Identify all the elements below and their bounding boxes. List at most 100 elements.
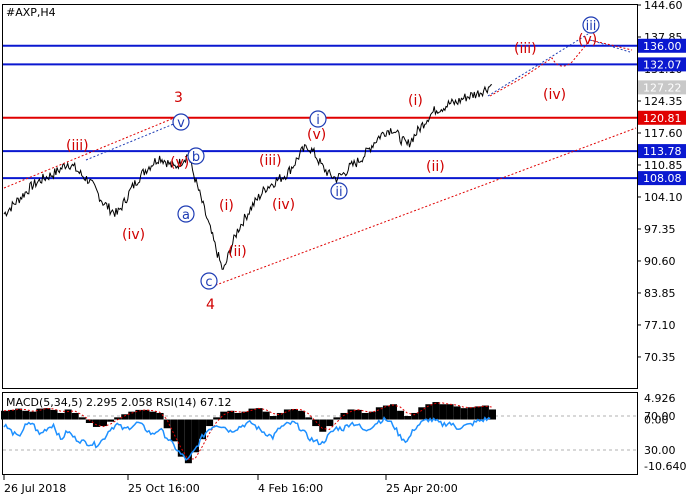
wave-labels: 3 4 (iii) (iv) (v) (i) (ii) (iii) (iv) (… — [66, 16, 600, 313]
macd-bar — [262, 411, 270, 420]
macd-bar — [50, 409, 58, 420]
price-tick-label: 97.35 — [644, 223, 676, 236]
price-tick-label: 104.10 — [644, 191, 683, 204]
level-label-box — [638, 144, 686, 159]
macd-bar — [213, 417, 221, 420]
wave-circle-blue — [330, 182, 348, 200]
macd-bar — [404, 416, 412, 420]
rsi-level-label: 70.00 — [644, 410, 676, 423]
price-panel-frame — [2, 4, 638, 389]
macd-bar — [8, 409, 16, 420]
trend-line-blue-1 — [85, 122, 177, 161]
horizontal-levels: 136.00 132.07 127.22 120.81 113.78 108.08 — [3, 38, 686, 186]
macd-bar — [64, 409, 72, 420]
macd-bar — [241, 411, 249, 420]
wave-label-red: (v) — [170, 155, 189, 171]
trend-line-red-1 — [3, 117, 175, 189]
indicator-tick-label: -10.640 — [644, 460, 686, 473]
rsi-line — [3, 416, 491, 461]
price-tick-label: 124.35 — [644, 95, 683, 108]
macd-bar — [481, 405, 489, 420]
projection-red — [489, 39, 633, 97]
level-label-box — [638, 110, 686, 125]
macd-bar — [149, 411, 157, 420]
macd-bar — [107, 419, 115, 422]
level-label-box — [638, 80, 686, 95]
price-tick-label: 90.60 — [644, 255, 676, 268]
macd-bar — [135, 409, 143, 420]
price-tick-label: 117.60 — [644, 127, 683, 140]
level-label: 120.81 — [643, 112, 682, 125]
price-axis: 144.60137.85131.10124.35117.60110.85104.… — [637, 0, 683, 364]
macd-bar — [57, 412, 65, 420]
macd-bar — [206, 419, 214, 427]
macd-bar — [474, 406, 482, 420]
macd-bar — [453, 406, 461, 420]
macd-bar — [177, 419, 185, 457]
wave-circle-blue — [200, 272, 218, 290]
wave-label-red: 3 — [174, 90, 183, 106]
price-tick-label: 144.60 — [644, 0, 683, 12]
level-label: 108.08 — [643, 172, 682, 185]
macd-bar — [312, 419, 320, 427]
macd-bar — [92, 419, 100, 427]
macd-bar — [199, 419, 207, 440]
macd-bar — [382, 405, 390, 420]
macd-bar — [460, 408, 468, 420]
time-tick-label: 25 Oct 16:00 — [128, 482, 200, 495]
macd-signal-line — [3, 402, 493, 460]
wave-label-red: (iii) — [514, 41, 537, 57]
macd-bar — [375, 407, 383, 420]
symbol-label: #AXP,H4 — [6, 6, 56, 19]
macd-bar — [184, 419, 192, 464]
level-label-box — [638, 171, 686, 186]
wave-label-red: (i) — [219, 198, 234, 214]
level-label: 113.78 — [643, 145, 682, 158]
macd-bar — [78, 417, 86, 420]
wave-label-red: (iv) — [272, 197, 295, 213]
macd-bar — [446, 404, 454, 420]
macd-bar — [290, 409, 298, 420]
price-tick-label: 83.85 — [644, 287, 676, 300]
macd-bar — [128, 411, 136, 420]
wave-circle-blue — [309, 110, 327, 128]
macd-bar — [305, 417, 313, 420]
trend-line-red-2 — [207, 127, 637, 289]
macd-bar — [418, 407, 426, 420]
macd-bar — [36, 408, 44, 420]
macd-bar — [319, 419, 327, 432]
macd-bar — [15, 408, 23, 420]
trend-lines — [3, 33, 637, 289]
wave-label-red: (ii) — [426, 159, 445, 175]
macd-bar — [142, 409, 150, 420]
macd-bar — [361, 412, 369, 420]
indicator-tick-label: 4.926 — [644, 392, 676, 405]
macd-bar — [276, 412, 284, 420]
macd-bar — [29, 411, 37, 420]
wave-label-red: (ii) — [228, 244, 247, 260]
price-tick-label: 77.10 — [644, 319, 676, 332]
wave-circle-blue — [172, 113, 190, 131]
macd-bar — [432, 402, 440, 420]
wave-label-red: (iv) — [543, 87, 566, 103]
wave-label-red: (i) — [408, 93, 423, 109]
macd-bar — [354, 409, 362, 420]
macd-histogram — [1, 402, 496, 464]
wave-label-blue: i — [316, 113, 320, 128]
rsi-series — [3, 416, 491, 461]
macd-bar — [156, 412, 164, 420]
macd-bar — [397, 410, 405, 420]
macd-bar — [191, 419, 199, 453]
wave-label-red: (iv) — [122, 227, 145, 243]
level-label: 127.22 — [643, 81, 682, 94]
rsi-level-label: 30.00 — [644, 444, 676, 457]
macd-bar — [43, 408, 51, 420]
wave-label-blue: ii — [335, 185, 342, 200]
level-label-box — [638, 38, 686, 53]
indicator-label: MACD(5,34,5) 2.295 2.058 RSI(14) 67.12 — [6, 396, 231, 409]
price-tick-label: 70.35 — [644, 351, 676, 364]
price-series — [3, 84, 493, 270]
indicator-axis: 4.926 0.00 -10.640 70.00 30.00 — [644, 392, 686, 473]
macd-bar — [333, 417, 341, 420]
macd-bar — [163, 419, 171, 429]
